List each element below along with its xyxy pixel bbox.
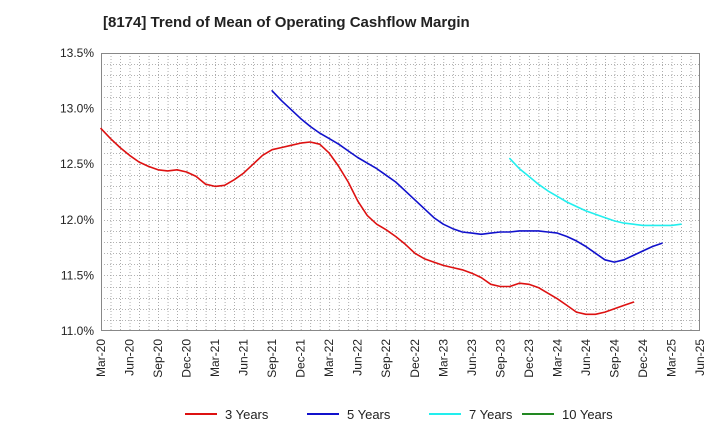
x-tick-label: Mar-23 [436,339,450,377]
x-tick-label: Mar-20 [94,339,108,377]
plot-area [101,53,700,331]
legend-label-1: 3 Years [225,407,269,422]
x-tick-label: Jun-21 [237,339,251,376]
x-tick-label: Dec-23 [522,339,536,378]
x-tick-label: Sep-20 [151,339,165,378]
series-line-3 [508,157,682,227]
y-tick-label: 13.0% [60,102,94,116]
x-tick-label: Mar-25 [664,339,678,377]
y-tick-label: 11.5% [61,268,94,282]
y-tick-label: 11.0% [61,324,94,338]
x-tick-label: Jun-22 [351,339,365,376]
x-tick-label: Sep-24 [607,339,621,378]
chart-title: [8174] Trend of Mean of Operating Cashfl… [103,14,470,31]
x-tick-label: Mar-22 [322,339,336,377]
x-tick-label: Jun-24 [579,339,593,376]
x-tick-label: Jun-20 [123,339,137,376]
y-tick-label: 12.5% [60,157,94,171]
x-tick-label: Jun-25 [693,339,707,376]
series-line-2 [271,90,663,263]
legend-label-4: 10 Years [562,407,613,422]
plot-border [101,53,700,331]
y-tick-label: 13.5% [60,46,94,60]
x-tick-label: Mar-21 [208,339,222,377]
x-tick-label: Jun-23 [465,339,479,376]
series-line-1 [100,127,635,316]
x-tick-label: Sep-23 [493,339,507,378]
legend-label-3: 7 Years [469,407,513,422]
legend-label-2: 5 Years [347,407,391,422]
x-tick-label: Mar-24 [550,339,564,377]
y-tick-label: 12.0% [60,213,94,227]
x-tick-label: Sep-22 [379,339,393,378]
x-tick-label: Dec-24 [636,339,650,378]
x-tick-label: Dec-20 [180,339,194,378]
x-tick-label: Dec-22 [408,339,422,378]
x-tick-label: Sep-21 [265,339,279,378]
x-tick-label: Dec-21 [294,339,308,378]
